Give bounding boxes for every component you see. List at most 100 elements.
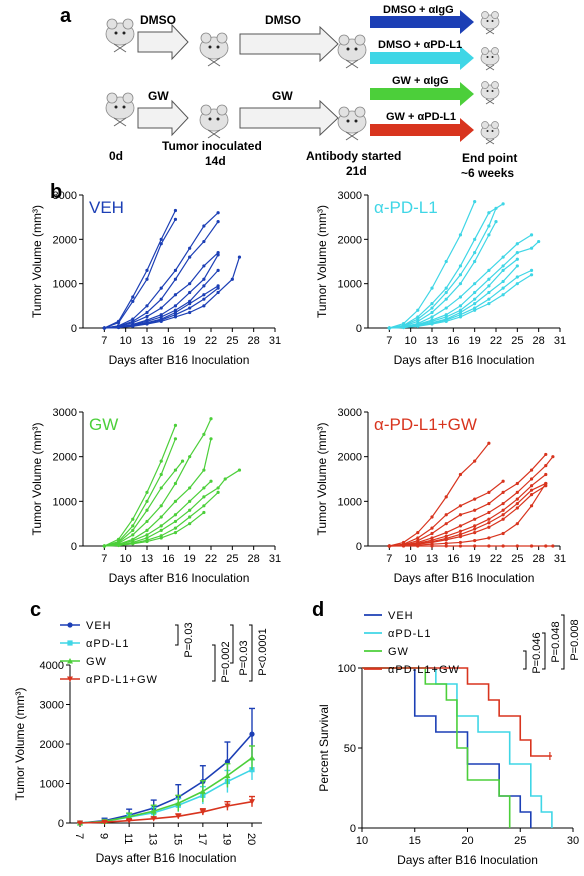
- data-point: [173, 519, 178, 524]
- data-point: [544, 452, 548, 457]
- y-tick-label: 1000: [338, 496, 362, 508]
- x-tick-label: 13: [426, 335, 438, 347]
- data-point: [188, 299, 192, 303]
- data-point: [501, 513, 505, 517]
- x-tick-label: 10: [405, 553, 417, 565]
- legend-label: VEH: [86, 620, 112, 632]
- y-tick-label: 3000: [338, 407, 362, 419]
- data-point: [515, 522, 519, 526]
- x-axis-label: Days after B16 Inoculation: [397, 853, 538, 867]
- data-point: [458, 535, 463, 539]
- treatment-label-0: DMSO + αIgG: [383, 4, 454, 16]
- data-point: [444, 313, 448, 317]
- significance-bracket: [212, 644, 216, 682]
- series-line: [389, 474, 547, 547]
- data-point: [515, 282, 519, 286]
- panel-a-schematic: a DMSO DMSO GW GW DMSO + αIgG DMSO + αPD…: [60, 4, 517, 180]
- series-line: [104, 425, 177, 547]
- data-point: [401, 544, 406, 548]
- data-point: [430, 286, 434, 290]
- y-tick-label: 2000: [338, 452, 362, 464]
- data-point: [544, 464, 548, 468]
- data-point: [487, 268, 491, 272]
- data-point: [159, 515, 163, 519]
- x-tick-label: 31: [269, 553, 281, 565]
- data-point: [387, 326, 391, 330]
- data-point: [131, 517, 135, 521]
- data-point: [430, 526, 434, 530]
- data-point: [188, 499, 192, 503]
- series-line: [104, 219, 176, 329]
- data-point: [202, 432, 206, 436]
- data-point: [159, 459, 163, 463]
- data-point: [116, 321, 121, 325]
- data-point: [159, 504, 163, 508]
- x-tick-label: 7: [73, 833, 85, 839]
- data-point: [487, 510, 491, 515]
- data-point: [159, 319, 163, 323]
- y-tick-label: 4000: [40, 660, 64, 672]
- treatment-label-1: DMSO + αPD-L1: [378, 39, 462, 51]
- data-point: [430, 306, 434, 310]
- data-point: [501, 501, 505, 506]
- data-point: [159, 306, 163, 310]
- x-tick-label: 10: [356, 835, 368, 847]
- data-point: [145, 304, 149, 308]
- data-point: [188, 486, 192, 490]
- data-point: [173, 423, 178, 427]
- x-tick-label: 25: [226, 553, 238, 565]
- y-tick-label: 2000: [53, 452, 77, 464]
- data-point: [202, 277, 206, 281]
- data-point: [102, 544, 106, 548]
- p-value-label: P=0.008: [569, 619, 581, 660]
- data-point: [216, 253, 220, 257]
- series-line: [389, 454, 547, 547]
- data-point: [216, 284, 220, 288]
- data-point: [216, 290, 220, 295]
- y-tick-label: 0: [71, 541, 77, 553]
- x-tick-label: 28: [533, 553, 545, 565]
- data-point: [209, 479, 213, 483]
- mean-marker: [126, 818, 133, 824]
- panel-d-survival: 0 50 100 10 15 20 25 30 Days after B16 Inoculati…: [317, 610, 581, 867]
- survival-curve: [362, 667, 552, 757]
- mouse-icon: [105, 92, 135, 127]
- data-point: [494, 206, 498, 210]
- data-point: [430, 531, 434, 536]
- y-axis-label: Percent Survival: [317, 704, 331, 791]
- data-point: [230, 277, 234, 281]
- data-point: [529, 504, 534, 508]
- x-tick-label: 25: [511, 335, 523, 347]
- x-tick-label: 7: [101, 335, 107, 347]
- data-point: [473, 517, 477, 521]
- data-point: [430, 515, 434, 519]
- data-point: [458, 532, 463, 536]
- data-point: [202, 297, 206, 301]
- legend-label: αPD-L1+GW: [86, 674, 158, 686]
- x-tick-label: 28: [248, 553, 260, 565]
- y-tick-label: 50: [344, 743, 356, 755]
- data-point: [501, 202, 505, 206]
- data-point: [444, 259, 448, 264]
- spaghetti-plot-3: 0 1000 2000 3000 7 10 13 16 19 22 25 28 31 Days after…: [315, 407, 566, 585]
- mouse-icon: [199, 32, 229, 67]
- data-point: [209, 437, 213, 441]
- data-point: [145, 268, 149, 272]
- data-point: [515, 264, 519, 268]
- x-tick-label: 15: [171, 833, 183, 845]
- data-point: [173, 526, 178, 530]
- data-point: [515, 490, 519, 494]
- significance-bracket: [523, 650, 527, 670]
- data-point: [444, 534, 448, 538]
- data-point: [131, 317, 135, 321]
- data-point: [188, 255, 192, 259]
- treatment-arrow-veh: [370, 10, 474, 34]
- data-point: [529, 488, 534, 492]
- data-point: [173, 468, 178, 472]
- x-tick-label: 28: [248, 335, 260, 347]
- mean-marker: [199, 788, 206, 794]
- data-point: [458, 529, 463, 533]
- x-tick-label: 31: [554, 553, 566, 565]
- data-point: [202, 468, 206, 472]
